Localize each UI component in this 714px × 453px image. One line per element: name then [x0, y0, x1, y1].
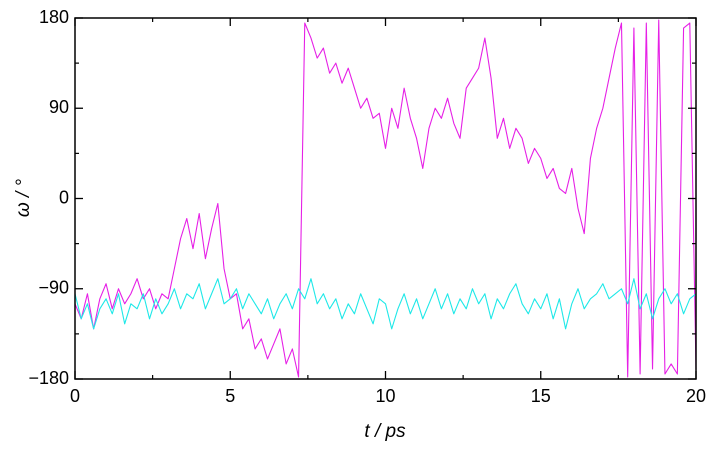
y-tick-label: −180: [28, 368, 69, 388]
plot-frame: [74, 17, 697, 380]
x-tick-label: 15: [531, 386, 551, 406]
y-tick-label: 90: [49, 97, 69, 117]
x-tick-label: 5: [225, 386, 235, 406]
x-tick-label: 0: [70, 386, 80, 406]
y-tick-label: 0: [59, 187, 69, 207]
series-line: [74, 278, 697, 330]
x-tick-label: 10: [375, 386, 395, 406]
y-axis-label: ω / °: [13, 178, 34, 217]
x-tick-label: 20: [686, 386, 706, 406]
y-tick-label: 180: [39, 7, 69, 27]
x-axis-label: t / ps: [364, 421, 406, 442]
y-tick-label: −90: [38, 278, 69, 298]
series-line: [74, 19, 697, 378]
